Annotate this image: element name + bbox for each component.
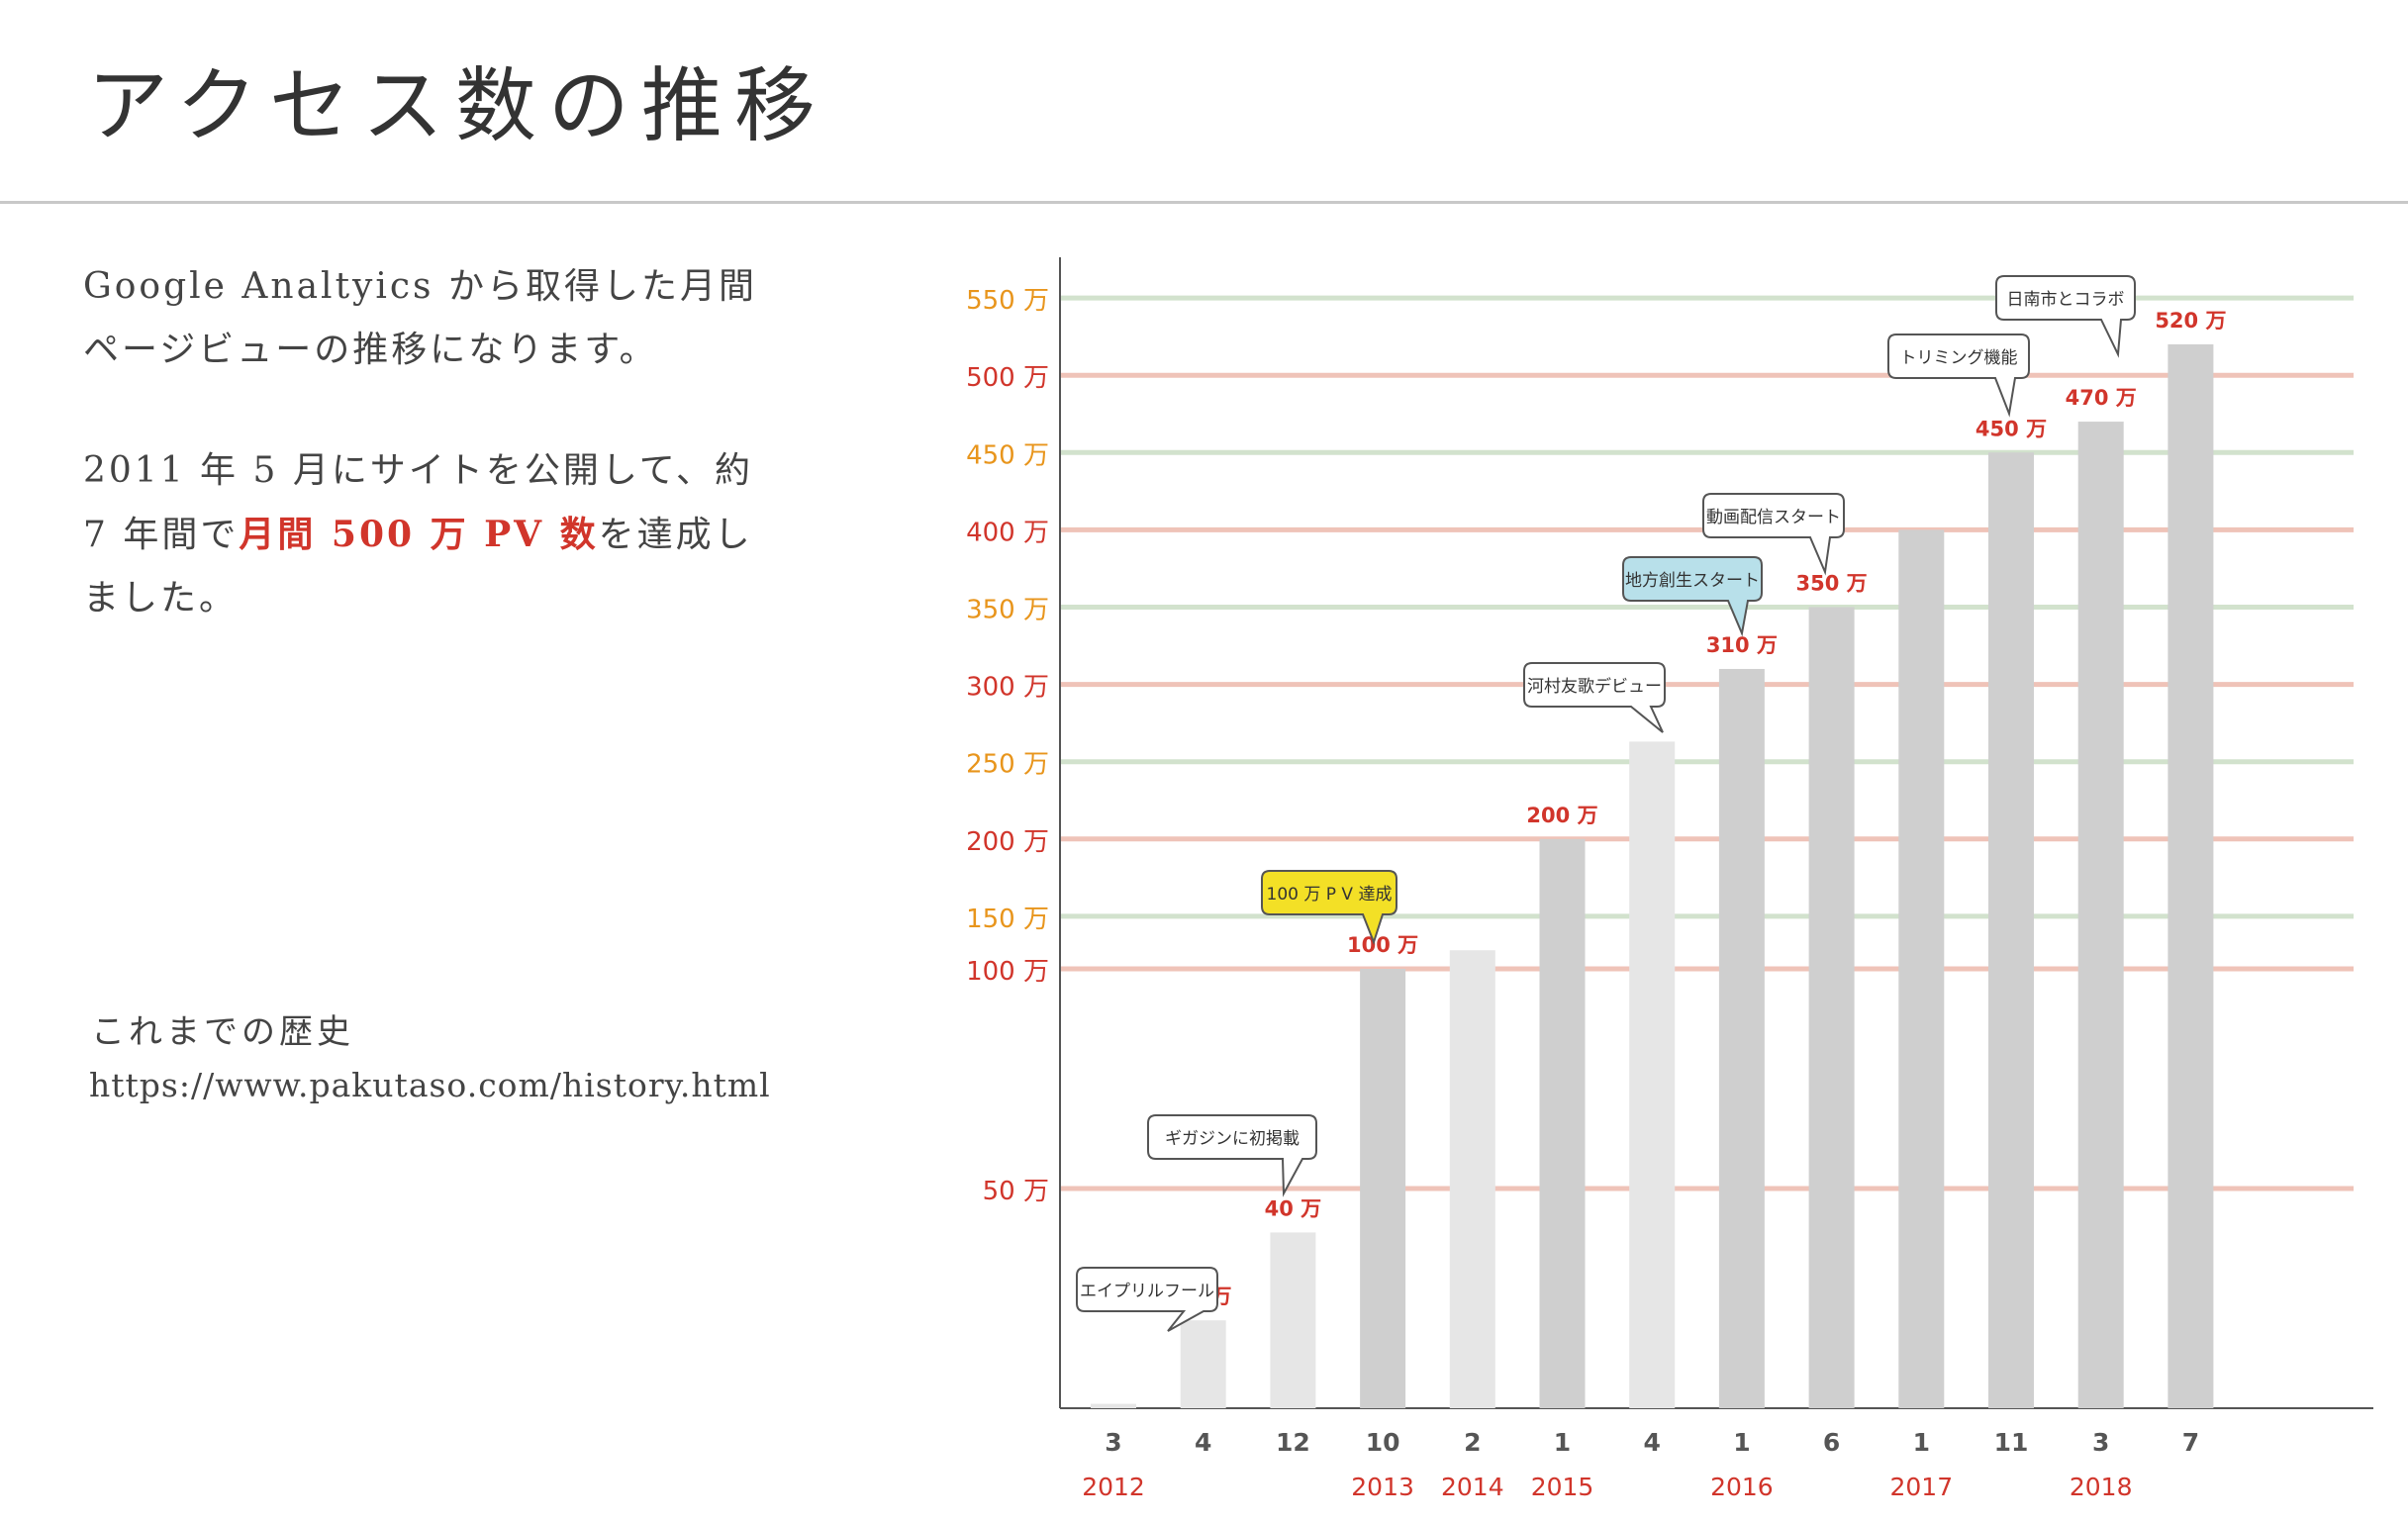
bar	[1898, 529, 1945, 1408]
callout-bubble: 日南市とコラボ	[1995, 275, 2136, 358]
y-tick-label: 450 万	[966, 440, 1049, 470]
x-tick-year: 2017	[1889, 1473, 1953, 1501]
y-tick-label: 50 万	[983, 1177, 1049, 1206]
callout-text: 動画配信スタート	[1706, 508, 1841, 527]
callout-shape	[1076, 1267, 1218, 1332]
bar	[1808, 607, 1855, 1408]
callout-text: エイプリルフール	[1080, 1282, 1214, 1301]
bar	[1270, 1232, 1316, 1408]
page-title: アクセス数の推移	[87, 59, 827, 153]
history-label: これまでの歴史	[91, 1012, 354, 1052]
callout-shape	[1995, 275, 2136, 358]
bar	[1539, 838, 1586, 1408]
description-paragraph-2: 2011 年 5 月にサイトを公開して、約 7 年間で月間 500 万 PV 数…	[83, 439, 776, 630]
x-tick-year: 2014	[1441, 1473, 1504, 1501]
x-tick-year: 2018	[2070, 1473, 2133, 1501]
y-tick-label: 550 万	[966, 286, 1049, 316]
callout-bubble: ギガジンに初掲載	[1147, 1114, 1317, 1197]
callout-bubble: トリミング機能	[1887, 334, 2030, 418]
callout-text: 地方創生スタート	[1625, 571, 1760, 591]
callout-shape	[1622, 556, 1763, 637]
x-tick-month: 2	[1464, 1428, 1481, 1457]
data-label: 470 万	[2066, 386, 2137, 410]
callout-shape	[1523, 662, 1666, 733]
x-tick-month: 3	[2092, 1428, 2109, 1457]
x-tick-month: 10	[1366, 1428, 1400, 1457]
callout-shape	[1887, 334, 2030, 418]
y-tick-label: 100 万	[966, 957, 1049, 987]
data-label: 310 万	[1706, 633, 1778, 657]
bar	[2167, 343, 2214, 1409]
data-label: 100 万	[1347, 933, 1418, 957]
x-tick-year: 2012	[1082, 1473, 1145, 1501]
data-label: 40 万	[1265, 1196, 1322, 1220]
data-label: 450 万	[1975, 417, 2047, 440]
x-tick-year: 2015	[1531, 1473, 1594, 1501]
title-divider	[0, 201, 2408, 204]
callout-bubble: 100 万 P V 達成	[1261, 870, 1397, 945]
y-tick-label: 500 万	[966, 363, 1049, 393]
y-tick-label: 400 万	[966, 518, 1049, 547]
callout-bubble: 地方創生スタート	[1622, 556, 1763, 637]
description-text-end: を達成しました。	[83, 515, 753, 619]
callout-bubble: エイプリルフール	[1076, 1267, 1218, 1332]
y-tick-label: 150 万	[966, 905, 1049, 934]
callout-bubble: 動画配信スタート	[1702, 493, 1845, 576]
bar	[1449, 950, 1495, 1408]
callout-text: ギガジンに初掲載	[1165, 1129, 1300, 1149]
bar	[1360, 969, 1406, 1408]
x-tick-year: 2016	[1710, 1473, 1774, 1501]
callout-shape	[1261, 870, 1397, 945]
callout-shape	[1147, 1114, 1317, 1197]
x-tick-month: 12	[1276, 1428, 1310, 1457]
x-tick-month: 1	[1913, 1428, 1930, 1457]
x-tick-month: 1	[1733, 1428, 1750, 1457]
bar	[1091, 1403, 1136, 1408]
data-label: 520 万	[2155, 309, 2226, 333]
highlight-monthly-pv: 月間 500 万 PV 数	[239, 514, 599, 555]
x-tick-month: 7	[2182, 1428, 2199, 1457]
bar	[1629, 741, 1676, 1408]
x-tick-month: 11	[1994, 1428, 2029, 1457]
history-url[interactable]: https://www.pakutaso.com/history.html	[89, 1066, 771, 1104]
y-tick-label: 250 万	[966, 750, 1049, 780]
description-paragraph-1: Google Analtyics から取得した月間ページビューの推移になります。	[83, 266, 757, 370]
callout-text: 日南市とコラボ	[2007, 290, 2125, 310]
x-tick-month: 3	[1105, 1428, 1121, 1457]
x-tick-month: 6	[1823, 1428, 1840, 1457]
callout-text: 河村友歌デビュー	[1527, 676, 1662, 697]
x-tick-month: 1	[1554, 1428, 1571, 1457]
callout-text: 100 万 P V 達成	[1267, 885, 1393, 905]
bar	[1718, 668, 1765, 1408]
x-tick-month: 4	[1643, 1428, 1660, 1457]
bar	[1988, 452, 2034, 1408]
y-tick-label: 300 万	[966, 673, 1049, 703]
callout-bubble: 河村友歌デビュー	[1523, 662, 1666, 733]
x-tick-year: 2013	[1351, 1473, 1414, 1501]
data-label: 200 万	[1526, 804, 1597, 827]
bar	[1180, 1320, 1226, 1408]
description-text: 2011 年 5 月にサイトを公開して、約 7 年間で	[83, 450, 753, 555]
y-tick-label: 350 万	[966, 596, 1049, 625]
x-tick-month: 4	[1195, 1428, 1211, 1457]
callout-shape	[1702, 493, 1845, 576]
callout-text: トリミング機能	[1900, 348, 2018, 368]
data-label: 350 万	[1796, 572, 1868, 596]
bar	[2077, 422, 2124, 1408]
y-tick-label: 200 万	[966, 827, 1049, 857]
